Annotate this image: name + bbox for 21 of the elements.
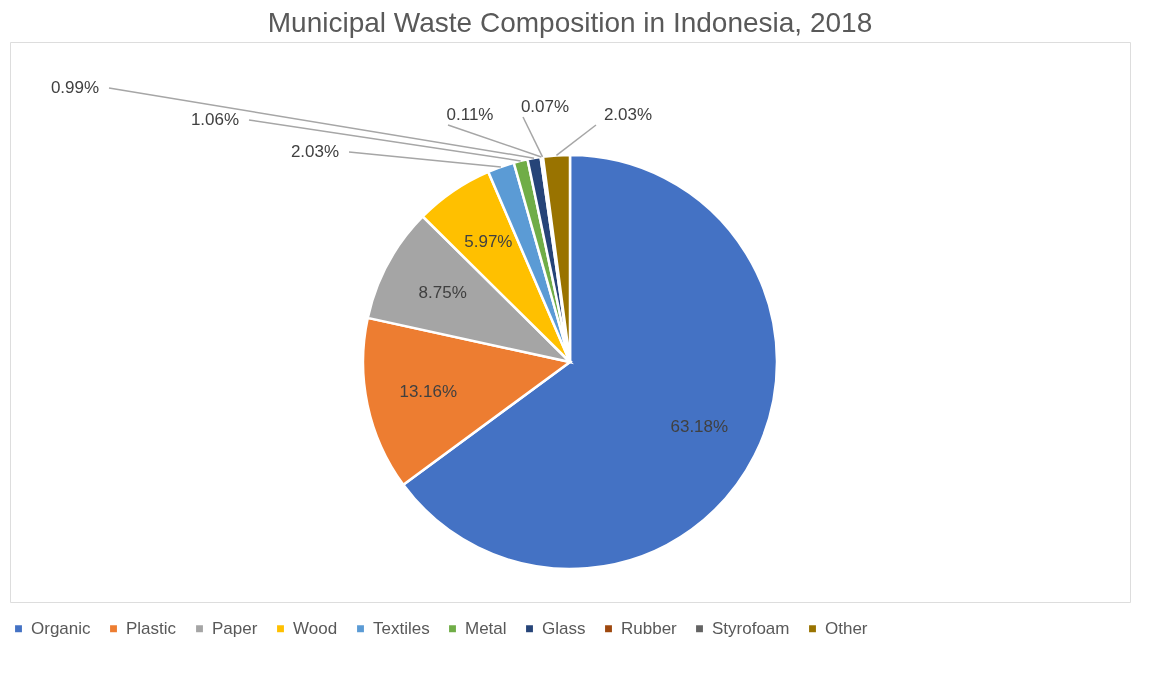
legend-label: Paper [212,618,258,638]
data-label: 63.18% [670,417,729,437]
data-label: 1.06% [190,110,240,129]
legend-label: Other [825,618,868,638]
chart-title: Municipal Waste Composition in Indonesia, 2018 [267,7,873,38]
legend-label: Metal [465,618,507,638]
legend-label: Textiles [373,618,430,638]
data-label: 13.16% [399,382,458,402]
data-label: 0.99% [50,78,100,97]
data-label: 8.75% [418,282,467,302]
legend-label: Organic [31,618,92,638]
data-label: 2.03% [290,142,340,161]
legend-label: Styrofoam [712,618,790,638]
legend-label: Rubber [621,618,678,638]
data-label: 0.11% [446,105,494,124]
legend-label: Wood [293,618,338,638]
legend-label: Glass [542,618,586,638]
data-label: 2.03% [603,105,653,124]
data-label: 0.07% [520,97,570,116]
legend-label: Plastic [126,618,177,638]
data-label: 5.97% [464,232,513,252]
